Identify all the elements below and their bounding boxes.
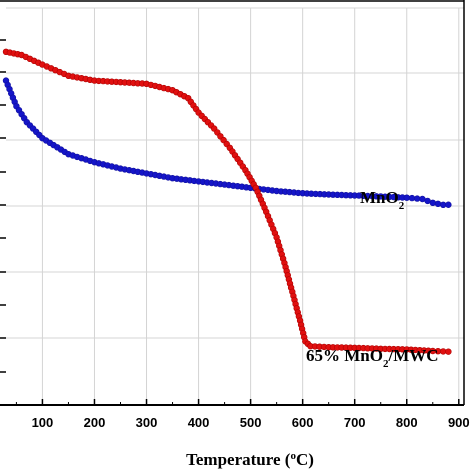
grid bbox=[6, 7, 464, 405]
x-tick-label-7: 800 bbox=[396, 415, 418, 430]
series-layer bbox=[2, 48, 452, 355]
series-0 bbox=[2, 77, 452, 209]
x-tick-label-6: 700 bbox=[344, 415, 366, 430]
x-axis-ticks: 100 200 300 400 500 600 700 800 900 bbox=[15, 399, 470, 430]
x-tick-label-8: 900 bbox=[448, 415, 470, 430]
series-1 bbox=[2, 48, 452, 355]
x-tick-label-3: 400 bbox=[188, 415, 210, 430]
x-tick-label-0: 100 bbox=[32, 415, 54, 430]
series-label-composite: 65% MnO2/MWC bbox=[306, 346, 439, 370]
series-0-point bbox=[434, 200, 442, 208]
series-0-point bbox=[429, 199, 436, 207]
x-tick-label-2: 300 bbox=[136, 415, 158, 430]
x-tick-label-1: 200 bbox=[84, 415, 106, 430]
x-axis-title: Temperature (oC) bbox=[186, 450, 314, 469]
series-0-point bbox=[408, 194, 416, 202]
series-0-point bbox=[445, 201, 452, 208]
series-label-mno2: MnO2 bbox=[360, 188, 405, 212]
plot-frame bbox=[0, 0, 465, 406]
series-1-point bbox=[445, 348, 452, 355]
x-tick-label-4: 500 bbox=[240, 415, 262, 430]
x-tick-label-5: 600 bbox=[292, 415, 314, 430]
